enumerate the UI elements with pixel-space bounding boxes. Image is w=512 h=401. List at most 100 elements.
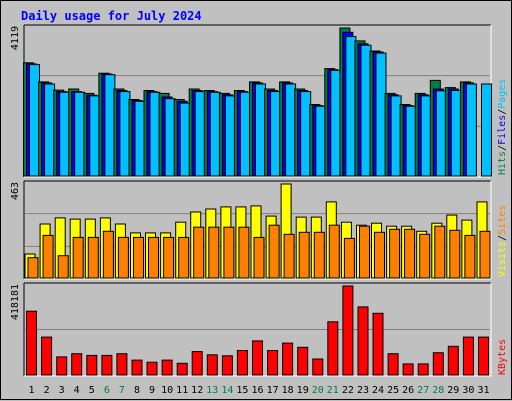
bar-sites-day-3: [57, 255, 69, 279]
bar-pages-day-26: [405, 105, 417, 177]
bar-sites-day-28: [434, 225, 446, 279]
bar-kbytes-day-9: [146, 361, 158, 376]
bar-pages-day-31: [481, 83, 492, 177]
bar-kbytes-day-31: [478, 336, 489, 376]
x-label-day-17: 17: [267, 385, 279, 396]
bar-kbytes-day-26: [402, 363, 414, 376]
hits-files-pages-panel: [23, 24, 492, 178]
bar-sites-day-15: [238, 226, 250, 279]
bar-kbytes-day-27: [417, 363, 429, 376]
bar-kbytes-day-2: [41, 336, 53, 376]
bar-sites-day-20: [313, 231, 325, 279]
x-label-day-27: 27: [417, 385, 429, 396]
bar-kbytes-day-18: [282, 342, 294, 376]
x-label-day-30: 30: [462, 385, 474, 396]
bar-pages-day-22: [345, 36, 357, 177]
bar-kbytes-day-29: [447, 345, 459, 376]
bar-pages-day-4: [74, 91, 86, 177]
x-label-day-22: 22: [342, 385, 354, 396]
bar-kbytes-day-16: [252, 340, 263, 376]
bar-kbytes-day-7: [116, 353, 128, 376]
x-label-day-23: 23: [357, 385, 369, 396]
legend-visits-sites: Visits/Sites: [497, 205, 508, 277]
ymax-label-hits: 4119: [10, 26, 21, 50]
x-label-day-5: 5: [89, 385, 95, 396]
chart-title: Daily usage for July 2024: [21, 9, 202, 23]
bar-sites-day-4: [72, 236, 84, 279]
bar-sites-day-13: [208, 226, 220, 279]
bar-pages-day-18: [285, 83, 297, 177]
bar-sites-day-29: [449, 229, 461, 279]
x-label-day-26: 26: [402, 385, 414, 396]
bar-kbytes-day-12: [191, 351, 203, 376]
legend-hits-files-pages: Hits/Files/Pages: [497, 79, 508, 175]
x-label-day-31: 31: [477, 385, 489, 396]
bar-pages-day-5: [89, 95, 101, 177]
bar-pages-day-30: [465, 83, 477, 177]
x-label-day-28: 28: [432, 385, 444, 396]
bar-sites-day-18: [283, 233, 295, 279]
bar-pages-day-10: [164, 98, 176, 177]
bar-sites-day-7: [117, 236, 129, 279]
x-label-day-3: 3: [59, 385, 65, 396]
ymax-label-kbytes: 418181: [10, 284, 21, 320]
bar-pages-day-13: [209, 91, 221, 177]
legend-item-1: /: [497, 235, 508, 241]
x-label-day-13: 13: [206, 385, 218, 396]
x-label-day-16: 16: [251, 385, 263, 396]
x-label-day-18: 18: [282, 385, 294, 396]
x-label-day-20: 20: [312, 385, 324, 396]
bar-kbytes-day-6: [101, 354, 113, 376]
bar-sites-day-11: [178, 236, 190, 279]
bar-pages-day-19: [300, 91, 312, 177]
bar-sites-day-17: [268, 224, 280, 279]
bar-sites-day-24: [374, 231, 385, 279]
x-label-day-9: 9: [149, 385, 155, 396]
bar-sites-day-12: [193, 226, 205, 279]
bar-sites-day-1: [27, 257, 39, 279]
x-label-day-2: 2: [44, 385, 50, 396]
bar-kbytes-day-11: [176, 362, 188, 376]
bar-pages-day-29: [450, 90, 462, 177]
bar-sites-day-14: [223, 226, 235, 279]
legend-item-0: Hits: [497, 151, 508, 175]
ymax-label-visits: 463: [10, 182, 21, 200]
bar-kbytes-day-4: [71, 353, 83, 376]
x-label-day-25: 25: [387, 385, 399, 396]
bar-sites-day-25: [389, 228, 401, 279]
legend-item-2: Files: [497, 115, 508, 145]
bar-sites-day-6: [102, 230, 114, 279]
bar-pages-day-27: [420, 95, 432, 177]
bar-kbytes-day-10: [161, 359, 173, 376]
bar-sites-day-8: [133, 236, 144, 279]
bar-pages-day-1: [29, 64, 40, 177]
x-label-day-7: 7: [119, 385, 125, 396]
bar-kbytes-day-20: [312, 358, 324, 376]
x-label-day-29: 29: [447, 385, 459, 396]
bar-sites-day-30: [464, 234, 476, 279]
bar-pages-day-9: [149, 91, 161, 177]
bar-kbytes-day-28: [432, 352, 444, 376]
bar-kbytes-day-3: [56, 356, 68, 376]
bar-sites-day-31: [479, 230, 491, 279]
x-label-day-12: 12: [191, 385, 203, 396]
legend-kbytes: KBytes: [497, 339, 508, 375]
bar-sites-day-9: [148, 236, 159, 279]
bar-kbytes-day-21: [327, 321, 339, 376]
bar-kbytes-day-14: [221, 355, 233, 376]
bar-sites-day-26: [404, 228, 416, 279]
bar-kbytes-day-17: [267, 350, 279, 376]
bar-kbytes-day-19: [297, 346, 309, 376]
bar-kbytes-day-5: [86, 354, 98, 376]
x-label-day-19: 19: [297, 385, 309, 396]
x-label-day-10: 10: [161, 385, 173, 396]
bar-pages-day-2: [44, 83, 56, 177]
bar-sites-day-27: [419, 233, 431, 279]
bar-kbytes-day-1: [26, 310, 37, 376]
bar-pages-day-7: [119, 91, 131, 177]
bar-sites-day-5: [87, 236, 99, 279]
visits-sites-panel: [23, 180, 492, 280]
bar-pages-day-16: [255, 83, 266, 177]
bar-kbytes-day-25: [387, 353, 399, 376]
